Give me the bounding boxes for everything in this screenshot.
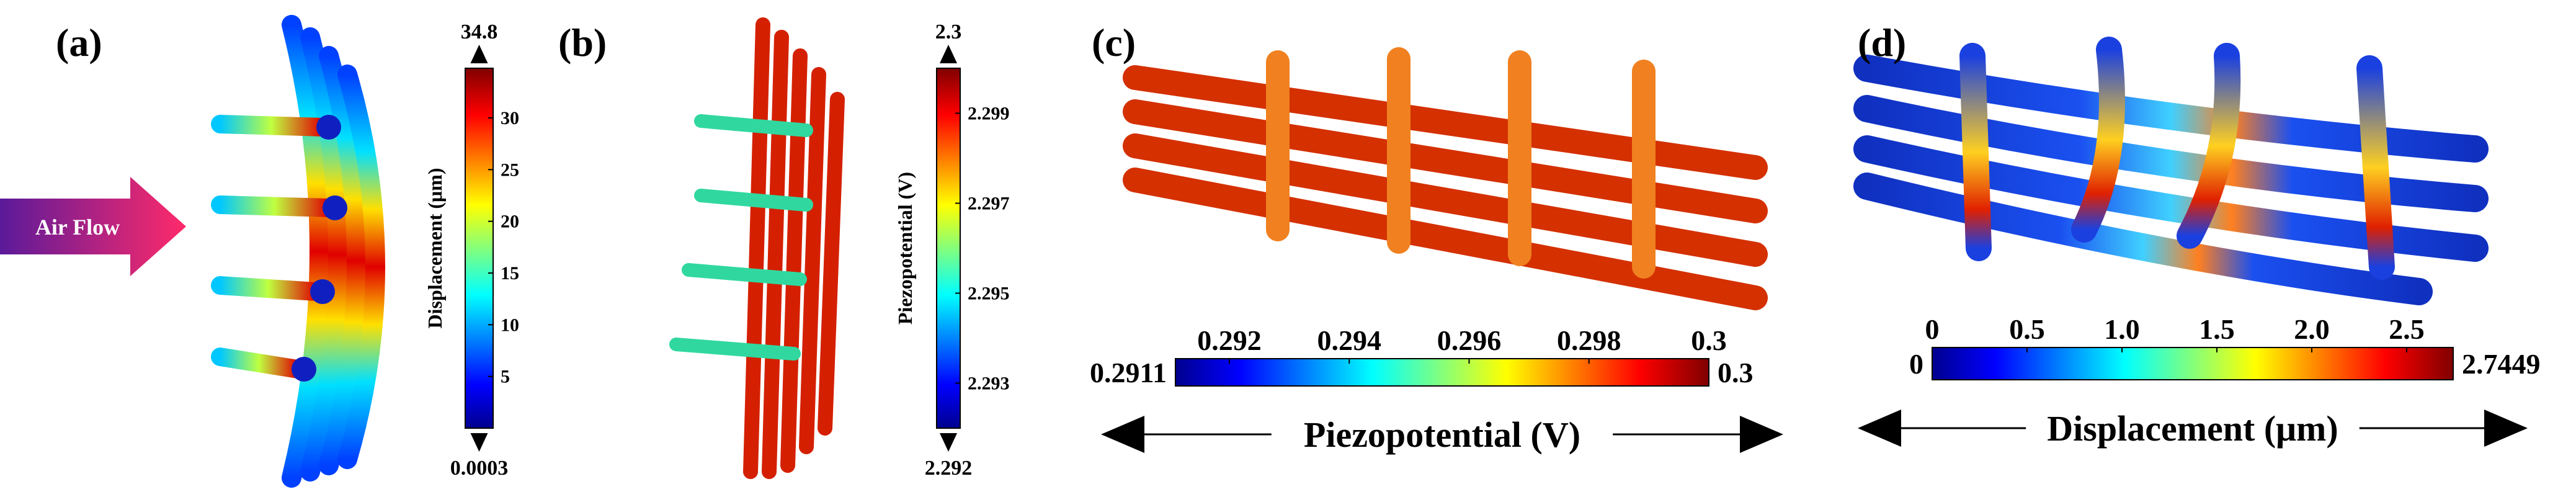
arrow-label: Air Flow [35, 215, 120, 240]
colorbar-title: Displacement (μm) [424, 168, 446, 329]
tick-label: 2.293 [968, 374, 1010, 394]
panel-label: (a) [56, 20, 102, 65]
colorbar-max: 2.3 [935, 20, 962, 43]
colorbar-max: 0.3 [1718, 357, 1754, 388]
tick-label: 0.5 [2009, 313, 2045, 345]
panel-c-render [1123, 47, 1768, 310]
arrow-head [1101, 416, 1144, 453]
tick-label: 1.5 [2199, 313, 2235, 345]
colorbar [1175, 358, 1709, 387]
tick-label: 2.297 [968, 194, 1010, 214]
tick-label: 0.298 [1557, 325, 1621, 356]
colorbar-min: 0 [1909, 348, 1923, 380]
tick-label: 2.5 [2389, 313, 2425, 345]
panel-d-render [1853, 37, 2489, 305]
panel-label: (b) [558, 20, 607, 65]
tick-label: 0.3 [1691, 325, 1727, 356]
tick-label: 10 [501, 315, 519, 335]
title-bg [1271, 408, 1613, 460]
arrow-head [2484, 410, 2528, 447]
tick-label: 0.292 [1197, 325, 1262, 356]
tick-label: 2.299 [968, 104, 1010, 124]
arrow-head [1858, 410, 1901, 447]
tick-label: 20 [501, 212, 519, 232]
tick-label: 30 [501, 108, 519, 128]
arrow-head [1740, 416, 1783, 453]
arrow-head [940, 45, 957, 63]
colorbar [936, 68, 961, 429]
colorbar-min: 2.292 [925, 457, 973, 480]
tick-label: 0.294 [1317, 325, 1381, 356]
tick-label: 2.0 [2294, 313, 2330, 345]
panel-b-render [669, 17, 845, 479]
title-bg [2026, 402, 2360, 454]
colorbar-max: 34.8 [461, 20, 498, 43]
tick-label: 25 [501, 159, 519, 180]
arrow-head [940, 433, 957, 452]
colorbar [465, 68, 494, 429]
arrow-head [470, 45, 488, 63]
air-flow-arrow [0, 177, 186, 276]
tick-label: 2.295 [968, 284, 1010, 304]
tick-label: 0 [1925, 313, 1940, 345]
panel-label: (d) [1858, 20, 1906, 65]
tick-label: 5 [501, 367, 510, 387]
colorbar-title: Displacement (μm) [2047, 408, 2338, 449]
panel-a-render [211, 15, 385, 488]
colorbar-title: Piezopotential (V) [894, 172, 916, 325]
colorbar-min: 0.2911 [1090, 357, 1167, 388]
colorbar [1932, 347, 2454, 380]
tick-label: 0.296 [1437, 325, 1502, 356]
panel-label: (c) [1092, 20, 1136, 65]
tick-label: 1.0 [2104, 313, 2140, 345]
tick-label: 15 [501, 263, 519, 284]
colorbar-max: 2.7449 [2462, 348, 2541, 380]
colorbar-title: Piezopotential (V) [1304, 415, 1580, 455]
colorbar-min: 0.0003 [450, 457, 509, 480]
arrow-head [470, 433, 488, 452]
